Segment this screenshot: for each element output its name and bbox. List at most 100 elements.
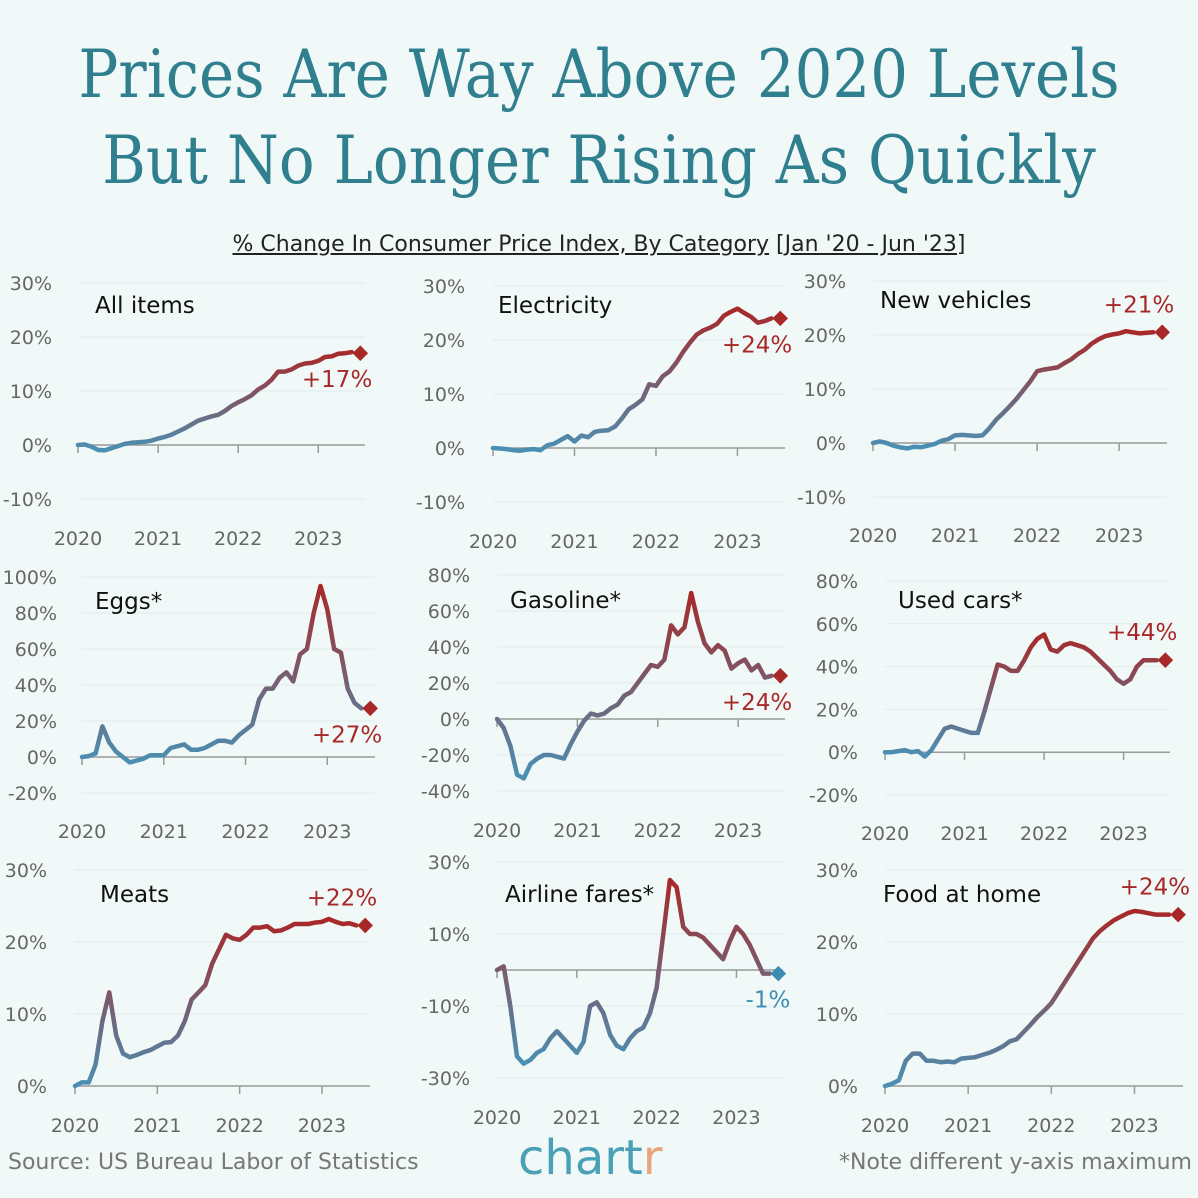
panel-title: New vehicles bbox=[880, 288, 1031, 314]
end-value-label: +24% bbox=[1120, 875, 1190, 901]
end-point-marker bbox=[772, 310, 789, 327]
x-tick-label: 2022 bbox=[632, 1107, 680, 1129]
series-line bbox=[882, 908, 1172, 1089]
y-tick-label: 20% bbox=[428, 673, 470, 695]
end-point-marker bbox=[1157, 652, 1174, 668]
y-tick-label: 20% bbox=[816, 932, 858, 954]
x-tick-label: 2020 bbox=[849, 525, 897, 547]
series-line bbox=[490, 306, 774, 453]
y-tick-label: 30% bbox=[5, 860, 47, 882]
x-tick-label: 2021 bbox=[931, 525, 979, 547]
y-tick-label: -20% bbox=[421, 745, 470, 767]
end-value-label: +22% bbox=[307, 885, 377, 911]
x-tick-label: 2022 bbox=[1013, 525, 1061, 547]
x-tick-label: 2020 bbox=[51, 1115, 99, 1137]
panel-title: All items bbox=[95, 293, 195, 319]
panel-title: Electricity bbox=[498, 293, 612, 319]
panel-gasoline: 80% 60% 40% 20% 0% -20% -40%2020 2021 2022 2023 Ga… bbox=[421, 565, 792, 842]
x-tick-label: 2020 bbox=[469, 531, 517, 553]
y-tick-label: 0% bbox=[816, 433, 846, 455]
x-tick-label: 2023 bbox=[714, 820, 762, 842]
x-tick-label: 2020 bbox=[861, 823, 909, 845]
series-line bbox=[72, 916, 359, 1089]
x-tick-label: 2022 bbox=[1027, 1115, 1075, 1137]
panel-food-at-home: 30% 20% 10% 0%2020 2021 2022 2023 Food at home +… bbox=[816, 860, 1190, 1137]
series-line bbox=[494, 590, 774, 781]
y-tick-label: 60% bbox=[15, 639, 57, 661]
panel-title: Meats bbox=[100, 882, 169, 908]
x-tick-label: 2021 bbox=[553, 1107, 601, 1129]
y-tick-label: 80% bbox=[816, 571, 858, 593]
x-tick-label: 2023 bbox=[1099, 823, 1147, 845]
x-tick-label: 2020 bbox=[861, 1115, 909, 1137]
y-tick-label: -10% bbox=[3, 489, 52, 511]
y-tick-label: 30% bbox=[816, 860, 858, 882]
y-tick-label: 0% bbox=[27, 747, 57, 769]
y-tick-label: 80% bbox=[15, 603, 57, 625]
end-point-marker bbox=[1170, 906, 1186, 923]
x-tick-label: 2023 bbox=[713, 531, 761, 553]
y-tick-label: 0% bbox=[828, 742, 858, 764]
x-tick-label: 2023 bbox=[298, 1115, 346, 1137]
y-tick-label: 40% bbox=[428, 637, 470, 659]
x-tick-label: 2022 bbox=[221, 821, 269, 843]
chartr-logo: chartr bbox=[518, 1134, 663, 1182]
panel-title: Gasoline* bbox=[510, 588, 621, 614]
end-point-marker bbox=[770, 965, 787, 982]
x-tick-label: 2021 bbox=[140, 821, 188, 843]
panel-used-cars: 80% 60% 40% 20% 0% -20%2020 2021 2022 2023 Used c… bbox=[809, 571, 1177, 845]
y-tick-label: 60% bbox=[428, 601, 470, 623]
series-line bbox=[870, 328, 1156, 451]
panel-new-vehicles: 30% 20% 10% 0% -10%2020 2021 2022 2023 New vehic… bbox=[797, 271, 1174, 547]
subtitle: % Change In Consumer Price Index, By Cat… bbox=[0, 232, 1198, 257]
panel-electricity: 30% 20% 10% 0% -10%2020 2021 2022 2023 Electrici… bbox=[416, 276, 792, 553]
end-point-marker bbox=[772, 668, 789, 684]
end-point-marker bbox=[352, 345, 369, 361]
series-line bbox=[79, 583, 364, 765]
x-tick-label: 2020 bbox=[58, 821, 106, 843]
x-tick-label: 2021 bbox=[134, 528, 182, 550]
panel-title: Used cars* bbox=[898, 588, 1023, 614]
x-tick-label: 2023 bbox=[294, 528, 342, 550]
y-tick-label: -10% bbox=[416, 492, 465, 514]
series-line bbox=[494, 877, 772, 1066]
x-tick-label: 2022 bbox=[632, 531, 680, 553]
x-tick-label: 2021 bbox=[550, 531, 598, 553]
end-value-label: +44% bbox=[1107, 620, 1177, 646]
x-tick-label: 2022 bbox=[215, 1115, 263, 1137]
panel-eggs: 100% 80% 60% 40% 20% 0% -20%2020 2021 2022 2023 Eg… bbox=[3, 567, 383, 843]
y-tick-label: 10% bbox=[428, 924, 470, 946]
y-tick-label: -20% bbox=[809, 785, 858, 807]
x-tick-label: 2021 bbox=[133, 1115, 181, 1137]
x-tick-label: 2021 bbox=[553, 820, 601, 842]
end-value-label: -1% bbox=[746, 988, 791, 1014]
panel-title: Food at home bbox=[883, 882, 1041, 908]
x-tick-label: 2020 bbox=[54, 528, 102, 550]
x-tick-label: 2022 bbox=[634, 820, 682, 842]
series-line bbox=[882, 632, 1159, 759]
y-tick-label: 10% bbox=[804, 379, 846, 401]
y-tick-label: 60% bbox=[816, 614, 858, 636]
y-tick-label: 20% bbox=[816, 699, 858, 721]
y-tick-label: 10% bbox=[10, 381, 52, 403]
end-value-label: +17% bbox=[302, 367, 372, 393]
y-tick-label: 100% bbox=[3, 567, 57, 589]
panel-title: Airline fares* bbox=[505, 882, 654, 908]
y-tick-label: 20% bbox=[804, 325, 846, 347]
end-value-label: +21% bbox=[1104, 292, 1174, 318]
source-note: Source: US Bureau Labor of Statistics bbox=[8, 1150, 419, 1175]
x-tick-label: 2023 bbox=[1095, 525, 1143, 547]
y-tick-label: 30% bbox=[804, 271, 846, 293]
logo-main: chart bbox=[518, 1130, 643, 1186]
y-tick-label: 10% bbox=[423, 384, 465, 406]
y-tick-label: 30% bbox=[10, 273, 52, 295]
x-tick-label: 2022 bbox=[1020, 823, 1068, 845]
y-tick-label: 40% bbox=[816, 657, 858, 679]
end-value-label: +24% bbox=[722, 332, 792, 358]
y-tick-label: 10% bbox=[5, 1004, 47, 1026]
panel-all-items: 30% 20% 10% 0% -10%2020 2021 2022 2023 All items… bbox=[3, 273, 372, 550]
x-tick-label: 2021 bbox=[944, 1115, 992, 1137]
logo-end: r bbox=[642, 1130, 663, 1186]
y-tick-label: -40% bbox=[421, 781, 470, 803]
